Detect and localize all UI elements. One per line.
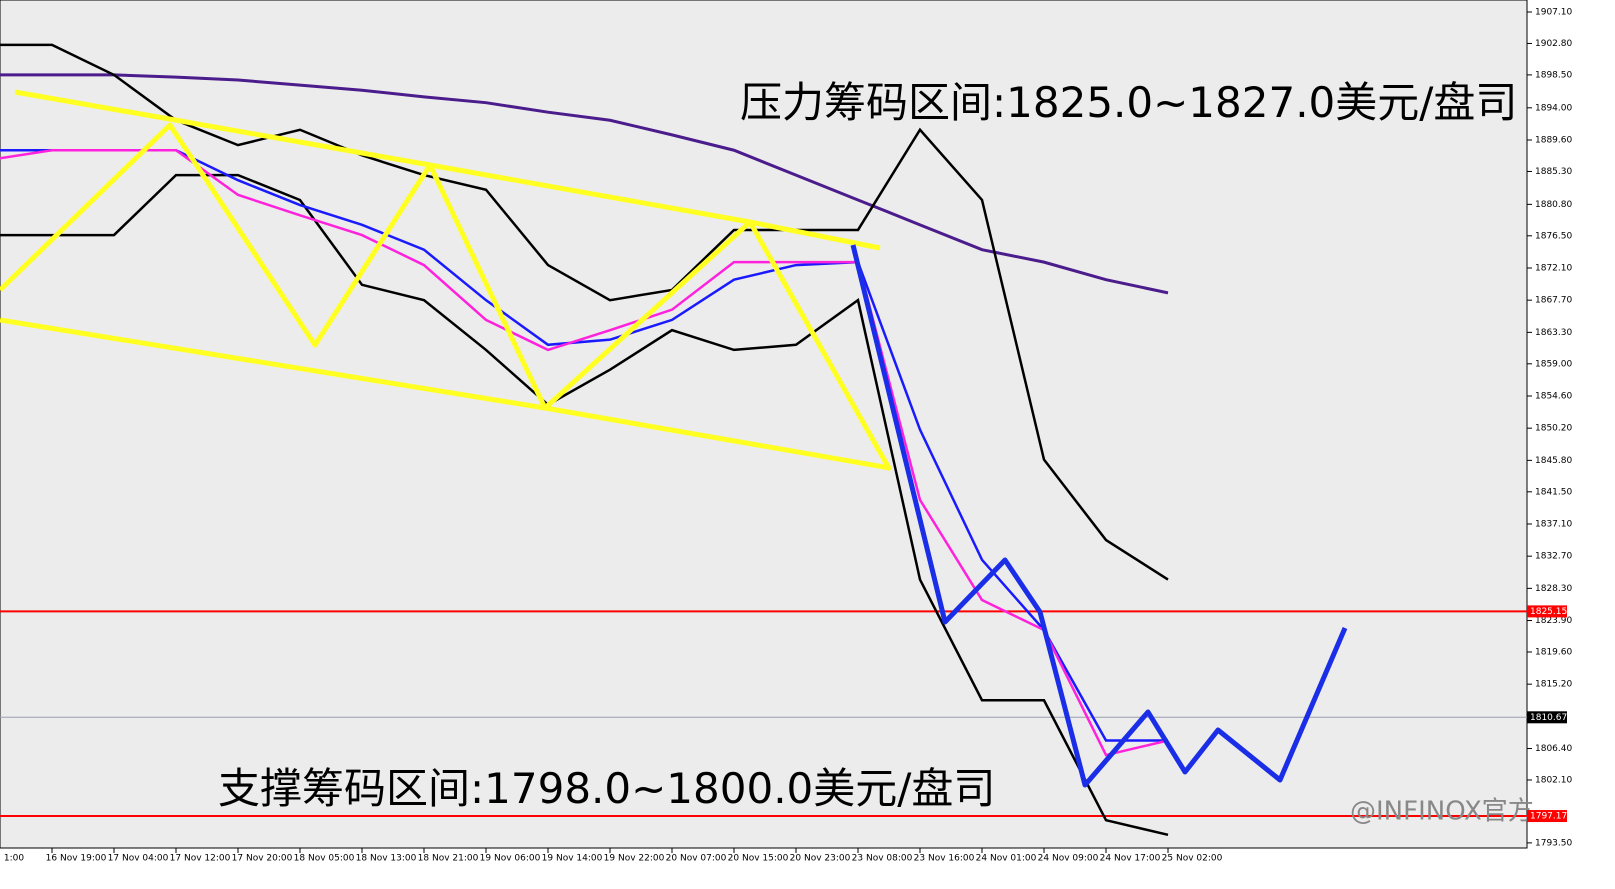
y-tick-label: 1876.50 [1535,231,1572,241]
series-line [0,148,1169,757]
series-layer [0,43,1527,837]
y-tick-label: 1841.50 [1535,487,1572,497]
y-tick-label: 1832.70 [1535,552,1572,562]
x-tick-label: 23 Nov 08:00 [852,854,913,864]
x-tick-label: 19 Nov 14:00 [542,854,603,864]
x-tick-label: 17 Nov 12:00 [170,854,231,864]
x-tick-label: 24 Nov 01:00 [976,854,1037,864]
x-tick-label: 20 Nov 23:00 [790,854,851,864]
y-tick-label: 1859.00 [1535,359,1572,369]
y-tick-label: 1845.80 [1535,456,1572,466]
x-tick-label: 17 Nov 20:00 [232,854,293,864]
y-tick-label: 1806.40 [1535,744,1572,754]
x-tick-label: 19 Nov 06:00 [480,854,541,864]
x-tick-label: 23 Nov 16:00 [914,854,975,864]
level-label: 1810.67 [1530,713,1567,723]
x-tick-label: 18 Nov 05:00 [294,854,355,864]
level-label: 1825.15 [1530,607,1567,617]
y-tick-label: 1850.20 [1535,424,1572,434]
x-tick-label: 17 Nov 04:00 [108,854,169,864]
series-line [0,148,1168,742]
level-tag [1527,605,1567,618]
y-tick-label: 1867.70 [1535,296,1572,306]
x-tick-label: 20 Nov 15:00 [728,854,789,864]
x-tick-label: 18 Nov 21:00 [418,854,479,864]
y-tick-label: 1902.80 [1535,39,1572,49]
series-line [0,173,1169,837]
y-tick-label: 1793.50 [1535,838,1572,848]
y-tick-label: 1872.10 [1535,263,1572,273]
watermark: @INFINOX官方 [1350,797,1534,827]
y-tick-label: 1889.60 [1535,135,1572,145]
y-tick-label: 1854.60 [1535,391,1572,401]
level-label: 1797.17 [1530,812,1567,822]
y-tick-label: 1898.50 [1535,70,1572,80]
yellow-zigzag [0,122,893,472]
annotation: 压力筹码区间:1825.0~1827.0美元/盘司 [740,78,1517,127]
y-tick-label: 1837.10 [1535,519,1572,529]
level-tag [1527,810,1567,823]
y-tick-label: 1885.30 [1535,167,1572,177]
x-tick-label: 19 Nov 22:00 [604,854,665,864]
y-tick-label: 1819.60 [1535,647,1572,657]
x-tick-label: 20 Nov 07:00 [666,854,727,864]
y-tick-label: 1802.10 [1535,775,1572,785]
blue-path [850,244,1348,788]
x-tick-label: 16 Nov 19:00 [46,854,107,864]
y-tick-label: 1907.10 [1535,7,1572,17]
x-tick-label: 24 Nov 17:00 [1100,854,1161,864]
y-tick-label: 1823.90 [1535,616,1572,626]
yellow-arrows [0,89,893,472]
blue-arrows [850,244,1348,788]
x-tick-label: 18 Nov 13:00 [356,854,417,864]
level-tag [1527,711,1567,724]
x-tick-label: 1:00 [4,854,24,864]
y-tick-label: 1880.80 [1535,200,1572,210]
y-tick-label: 1815.20 [1535,680,1572,690]
y-tick-label: 1863.30 [1535,328,1572,338]
x-tick-label: 25 Nov 02:00 [1162,854,1223,864]
series-line [0,73,1169,295]
y-tick-label: 1828.30 [1535,584,1572,594]
y-tick-label: 1894.00 [1535,103,1572,113]
annotation: 支撑筹码区间:1798.0~1800.0美元/盘司 [218,764,995,813]
x-tick-label: 24 Nov 09:00 [1038,854,1099,864]
